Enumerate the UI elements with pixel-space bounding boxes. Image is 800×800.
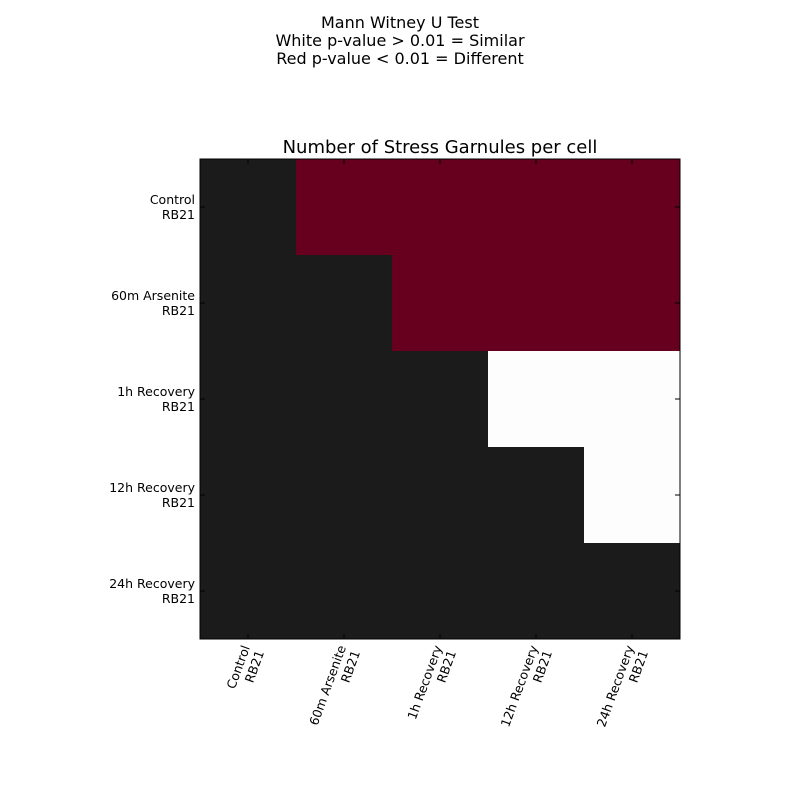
x-tick-labels: ControlRB21 60m ArseniteRB21 1h RecoveryRB… xyxy=(223,643,652,734)
x-tick-label-0: ControlRB21 xyxy=(223,643,267,696)
heatmap-cell-r4-c4 xyxy=(584,543,681,640)
y-tick-label-3-line-1: RB21 xyxy=(162,495,195,510)
heatmap-cell-r2-c2 xyxy=(392,351,489,448)
heatmap-cell-r4-c3 xyxy=(488,543,585,640)
heatmap-cell-r1-c4 xyxy=(584,255,681,352)
y-tick-label-3: 12h Recovery RB21 xyxy=(109,480,195,510)
suptitle-line-3: Red p-value < 0.01 = Different xyxy=(276,49,524,68)
y-tick-label-1-line-1: RB21 xyxy=(162,303,195,318)
heatmap-cell-r0-c2 xyxy=(392,159,489,256)
heatmap-cell-r0-c4 xyxy=(584,159,681,256)
x-tick-label-4: 24h RecoveryRB21 xyxy=(594,643,652,734)
chart-title: Number of Stress Garnules per cell xyxy=(283,137,598,158)
y-tick-label-2-line-1: RB21 xyxy=(162,399,195,414)
y-tick-label-3-line-0: 12h Recovery xyxy=(109,480,195,495)
heatmap-cell-r2-c4 xyxy=(584,351,681,448)
heatmap-cell-r1-c2 xyxy=(392,255,489,352)
y-tick-label-0: Control RB21 xyxy=(150,192,195,222)
heatmap-cell-r1-c3 xyxy=(488,255,585,352)
x-tick-label-1: 60m ArseniteRB21 xyxy=(306,643,363,732)
x-tick-label-3: 12h RecoveryRB21 xyxy=(498,643,556,734)
y-tick-label-4-line-0: 24h Recovery xyxy=(109,576,195,591)
heatmap-cell-r0-c0 xyxy=(200,159,297,256)
plot-frame xyxy=(199,158,681,640)
y-tick-label-2-line-0: 1h Recovery xyxy=(117,384,195,399)
x-tick-label-2: 1h RecoveryRB21 xyxy=(404,643,459,727)
heatmap-cell-r1-c1 xyxy=(296,255,393,352)
heatmap-cell-r2-c0 xyxy=(200,351,297,448)
heatmap-cell-r4-c0 xyxy=(200,543,297,640)
heatmap-cell-r2-c1 xyxy=(296,351,393,448)
heatmap-cells xyxy=(200,159,681,640)
heatmap-cell-r4-c2 xyxy=(392,543,489,640)
y-tick-label-1: 60m Arsenite RB21 xyxy=(111,288,195,318)
heatmap-cell-r2-c3 xyxy=(488,351,585,448)
heatmap-cell-r4-c1 xyxy=(296,543,393,640)
heatmap-cell-r3-c3 xyxy=(488,447,585,544)
y-tick-label-1-line-0: 60m Arsenite xyxy=(111,288,195,303)
y-tick-label-2: 1h Recovery RB21 xyxy=(117,384,195,414)
axis-ticks xyxy=(200,159,680,639)
suptitle-line-2: White p-value > 0.01 = Similar xyxy=(275,31,524,50)
heatmap-cell-r0-c1 xyxy=(296,159,393,256)
suptitle-line-1: Mann Witney U Test xyxy=(321,13,479,32)
heatmap-cell-r3-c2 xyxy=(392,447,489,544)
heatmap-cell-r3-c4 xyxy=(584,447,681,544)
heatmap-cell-r1-c0 xyxy=(200,255,297,352)
x-tick-label-4-line-0: 24h Recovery xyxy=(594,643,638,729)
y-tick-label-4: 24h Recovery RB21 xyxy=(109,576,195,606)
heatmap-cell-r3-c0 xyxy=(200,447,297,544)
chart-suptitle: Mann Witney U Test White p-value > 0.01 … xyxy=(275,13,524,68)
y-tick-label-4-line-1: RB21 xyxy=(162,591,195,606)
y-tick-label-0-line-1: RB21 xyxy=(162,207,195,222)
heatmap-cell-r0-c3 xyxy=(488,159,585,256)
x-tick-label-1-line-0: 60m Arsenite xyxy=(306,643,349,727)
heatmap-cell-r3-c1 xyxy=(296,447,393,544)
x-tick-label-3-line-0: 12h Recovery xyxy=(498,643,542,729)
y-tick-label-0-line-0: Control xyxy=(150,192,195,207)
